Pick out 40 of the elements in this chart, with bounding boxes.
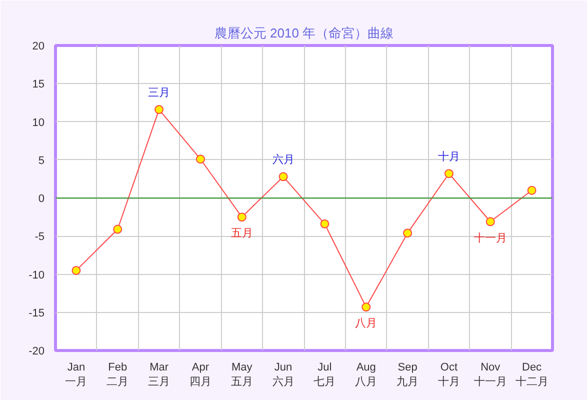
point — [72, 266, 81, 275]
y-tick-label: 5 — [38, 154, 45, 167]
y-tick-label: -10 — [28, 269, 45, 282]
point — [113, 224, 122, 234]
point — [196, 154, 205, 164]
annotation: 十月 — [438, 150, 460, 163]
x-tick-label: Feb 二月 — [106, 362, 129, 388]
y-tick-label: -20 — [28, 346, 45, 358]
x-tick-label: Oct 十月 — [438, 362, 460, 388]
y-tick-label: 10 — [32, 116, 45, 129]
x-tick-label: Jun 六月 — [272, 362, 294, 388]
point — [403, 228, 412, 238]
y-tick-label: 0 — [38, 193, 45, 205]
point — [320, 219, 330, 228]
annotation: 五月 — [230, 228, 253, 240]
point — [237, 212, 246, 222]
annotation: 八月 — [355, 318, 378, 330]
y-tick-label: -15 — [28, 307, 45, 320]
point — [444, 169, 454, 178]
point — [486, 217, 495, 226]
point — [527, 186, 536, 195]
y-tick-label: 20 — [32, 40, 45, 52]
point — [362, 302, 371, 312]
annotation: 六月 — [272, 152, 294, 166]
x-tick-label: Aug 八月 — [355, 362, 378, 388]
x-tick-label: Mar 三月 — [148, 362, 170, 388]
point — [278, 172, 288, 182]
chart-title: 農曆公元 2010 年（命宮）曲線 — [214, 26, 394, 40]
x-tick-label: Apr 四月 — [189, 362, 212, 388]
y-tick-label: 15 — [32, 78, 45, 91]
y-tick-label: -5 — [34, 231, 44, 244]
x-tick-label: Jul 七月 — [314, 362, 336, 388]
x-tick-label: Dec 十二月 — [515, 362, 548, 388]
x-tick-label: Jan 一月 — [65, 362, 88, 388]
point — [154, 105, 164, 114]
x-tick-label: Nov 十一月 — [474, 362, 507, 388]
annotation: 十一月 — [474, 231, 507, 244]
annotation: 三月 — [148, 86, 170, 99]
x-tick-label: Sep 九月 — [396, 362, 419, 388]
x-tick-label: May 五月 — [230, 362, 253, 388]
